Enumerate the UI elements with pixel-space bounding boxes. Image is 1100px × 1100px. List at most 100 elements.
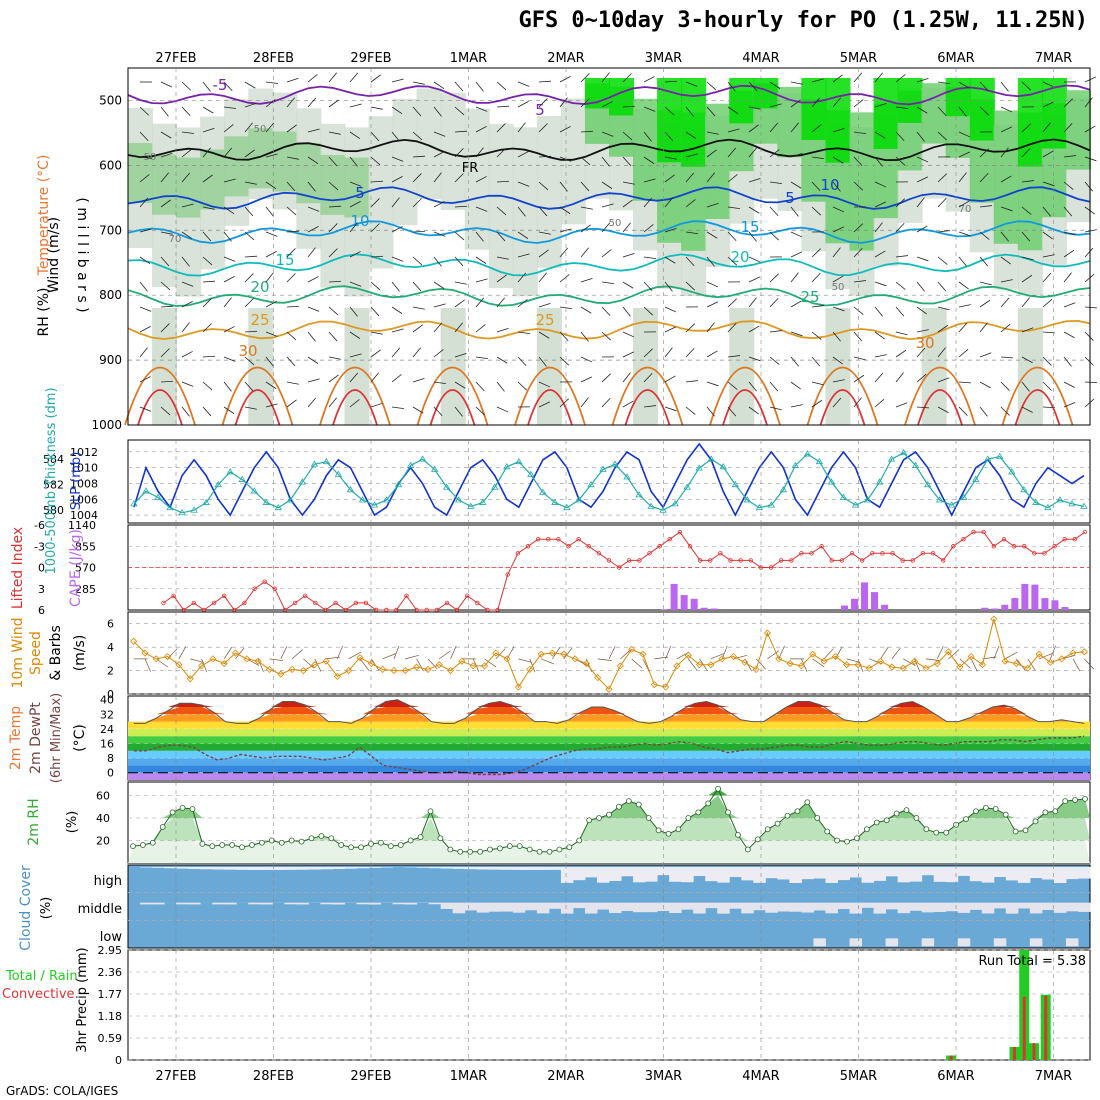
wind-barb [244, 273, 254, 283]
wind-barb [244, 206, 254, 217]
wind-barb [349, 222, 358, 233]
wind-barb [622, 372, 631, 383]
wind-barb [139, 197, 149, 208]
wind-barb [1050, 645, 1056, 659]
cloud-gap-high [801, 867, 814, 880]
wind-barb [475, 81, 484, 92]
wind-barb [454, 231, 465, 241]
wind-barb [286, 230, 299, 233]
cloud-gap-middle [801, 902, 814, 913]
wind-barb [202, 256, 213, 266]
rh-marker [1012, 828, 1019, 835]
wind-barb [580, 156, 591, 166]
cloud-gap-middle [693, 902, 706, 914]
wind-barb [496, 406, 509, 413]
wind-barb [1000, 175, 1012, 183]
wind-barb [1042, 356, 1052, 366]
wind-barb [370, 281, 381, 291]
wind-barb [790, 251, 803, 258]
wind-barb [454, 81, 464, 92]
lifted-index-marker [333, 600, 338, 606]
cloud-gap-middle [512, 902, 526, 913]
cloud-gap-high [548, 867, 562, 870]
wind-barb [160, 152, 173, 158]
wind-barb [580, 247, 589, 258]
wind-barb [769, 81, 781, 89]
wind-speed-marker [707, 661, 715, 669]
rh-shade-mid [921, 83, 947, 144]
rh-contour-label: 50 [144, 152, 157, 163]
wind-speed-marker [967, 652, 975, 661]
wind-barb [891, 647, 901, 660]
rh-shade-high [873, 78, 899, 149]
cloud-gap-high [332, 867, 345, 870]
wind-barb [517, 253, 530, 258]
wind-barb [559, 356, 570, 366]
wind-barb [328, 397, 337, 408]
wind-barb [538, 356, 547, 367]
wind-barb [181, 149, 192, 158]
rh-shade-low [633, 308, 659, 425]
pressure-tick-label: 600 [99, 158, 122, 172]
rh-marker [774, 820, 781, 827]
wind-barb [727, 355, 740, 358]
wind-barb [601, 331, 612, 341]
wind-speed-marker [1080, 648, 1088, 656]
wind-barb [748, 231, 757, 242]
cloud-gap-high [440, 867, 454, 869]
cloud-gap-high [1053, 867, 1067, 883]
wind-barb [391, 78, 404, 83]
wind-barb [832, 397, 842, 408]
wind-barb [517, 299, 528, 308]
wind-barb [160, 323, 170, 333]
cloud-gap-high [897, 867, 911, 883]
wind-barb [1042, 381, 1052, 391]
rh-marker [1082, 795, 1088, 802]
precip-convective-label: Convective [2, 987, 75, 1002]
cloud-gap-high [921, 867, 935, 876]
cloud-gap-middle [596, 902, 610, 910]
temperature-contour [127, 84, 1091, 106]
wind-speed-marker [582, 659, 590, 668]
wind-barb [307, 276, 319, 283]
wind-barb [517, 272, 527, 283]
rh-marker [407, 837, 414, 844]
wind-barb [895, 74, 906, 83]
cape-bar [1031, 584, 1039, 610]
wind-barb [475, 147, 484, 158]
date-label-bottom: 2MAR [547, 1069, 584, 1084]
wind-barb [496, 356, 508, 364]
lifted-index-marker [191, 600, 197, 606]
cloud-gap-high [957, 867, 971, 876]
wind-barb [223, 106, 236, 109]
wind-barb [202, 174, 213, 183]
wind-barb [664, 375, 676, 383]
cape-tick-label: 570 [75, 562, 96, 575]
wind-barb [265, 251, 277, 258]
cloud-gap-middle [320, 902, 333, 905]
wind-barb [349, 103, 362, 108]
date-label-bottom: 5MAR [840, 1069, 877, 1084]
cloud-gap-high [717, 867, 730, 883]
wind-barb [916, 176, 929, 183]
wind-barb [559, 306, 572, 310]
wind-barb [349, 181, 362, 187]
wind-barb [664, 326, 677, 333]
rh-marker [1032, 818, 1039, 825]
wind-barb [265, 122, 275, 133]
wind-speed-marker [922, 664, 930, 672]
lifted-index-marker [444, 600, 450, 606]
wind-barb [685, 81, 698, 87]
wind-barb [853, 223, 863, 233]
wind-barb [412, 306, 425, 310]
cape-bar [871, 592, 879, 610]
cloud-gap-high [849, 867, 863, 878]
wind-barb [727, 381, 738, 390]
rh-marker [883, 817, 890, 824]
temperature-contour-label: 20 [730, 248, 749, 266]
rh-marker [735, 831, 741, 838]
wind-barb [958, 281, 969, 290]
date-label-top: 28FEB [253, 51, 294, 66]
wind-barb [1038, 653, 1053, 660]
cloud-gap-middle [633, 902, 646, 913]
